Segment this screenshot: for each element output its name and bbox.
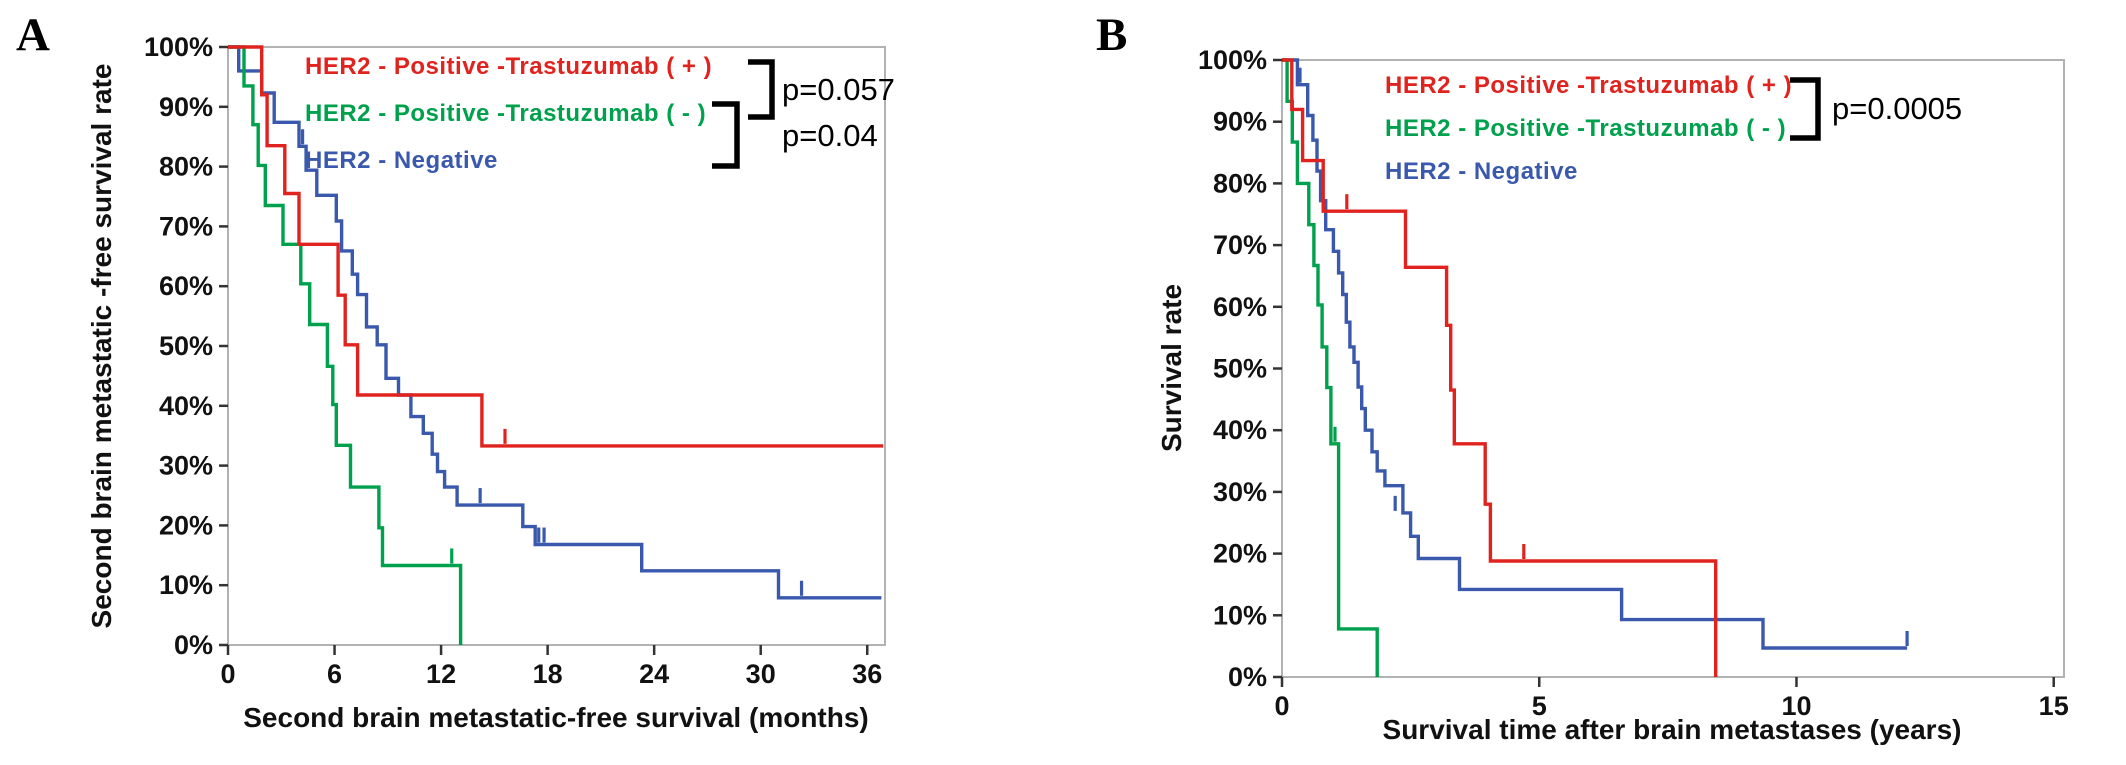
y-tick-label-b: 90% [1213, 107, 1267, 137]
plot-frame-b [1281, 59, 2065, 678]
y-tick-label-b: 50% [1213, 354, 1267, 384]
y-tick-label-a: 20% [159, 510, 213, 540]
y-tick-label-a: 0% [174, 630, 213, 660]
x-tick-label-a: 30 [746, 659, 776, 689]
panel-a-y-axis-title: Second brain metastatic -free survival r… [86, 63, 117, 629]
panel-b-pvalue-0: p=0.0005 [1832, 91, 1963, 126]
x-tick-label-a: 0 [220, 659, 235, 689]
km-curve-her2-positive-trastuzumab-minus-a [228, 45, 463, 645]
y-tick-label-b: 40% [1213, 415, 1267, 445]
panel-a-x-axis-title: Second brain metastatic-free survival (m… [243, 702, 869, 733]
panel-a-pvalue-0: p=0.057 [782, 72, 895, 107]
y-tick-label-a: 90% [159, 92, 213, 122]
x-tick-label-a: 18 [533, 659, 563, 689]
x-tick-label-b: 10 [1781, 691, 1811, 721]
y-tick-label-b: 30% [1213, 477, 1267, 507]
x-tick-label-a: 24 [639, 659, 669, 689]
x-tick-label-b: 15 [2039, 691, 2069, 721]
y-tick-label-a: 30% [159, 451, 213, 481]
y-tick-label-b: 10% [1213, 600, 1267, 630]
km-curve-her2-positive-trastuzumab-plus-a [228, 45, 884, 448]
y-tick-label-b: 0% [1228, 662, 1267, 692]
y-tick-label-a: 10% [159, 570, 213, 600]
x-tick-label-a: 12 [426, 659, 456, 689]
y-tick-label-b: 80% [1213, 168, 1267, 198]
y-tick-label-a: 40% [159, 391, 213, 421]
y-tick-label-a: 80% [159, 152, 213, 182]
km-curve-her2-negative-b [1282, 58, 1908, 650]
x-tick-label-b: 5 [1532, 691, 1547, 721]
panel-a-pvalue-1: p=0.04 [782, 118, 878, 153]
y-tick-label-a: 100% [144, 32, 213, 62]
y-tick-label-a: 50% [159, 331, 213, 361]
km-curve-her2-positive-trastuzumab-minus-b [1282, 58, 1379, 677]
panel-a-letter: A [16, 9, 50, 61]
y-tick-label-b: 70% [1213, 230, 1267, 260]
pvalue-bracket-a-1 [712, 101, 740, 169]
pvalue-bracket-a-0 [748, 59, 775, 120]
panel-b-letter: B [1096, 9, 1128, 61]
y-tick-label-a: 70% [159, 211, 213, 241]
panel-b-y-axis-title: Survival rate [1156, 283, 1187, 453]
x-tick-label-b: 0 [1274, 691, 1289, 721]
y-tick-label-b: 60% [1213, 292, 1267, 322]
y-tick-label-b: 100% [1198, 45, 1267, 75]
panel-b-x-axis-title: Survival time after brain metastases (ye… [1382, 714, 1962, 745]
panel-a-legend-1: HER2 - Positive -Trastuzumab ( - ) [305, 100, 707, 127]
km-curve-her2-negative-a [228, 45, 882, 600]
panel-b-legend-1: HER2 - Positive -Trastuzumab ( - ) [1385, 115, 1787, 142]
pvalue-bracket-b-0 [1790, 77, 1821, 141]
x-tick-label-a: 6 [327, 659, 342, 689]
panel-b-legend-0: HER2 - Positive -Trastuzumab ( + ) [1385, 72, 1793, 99]
x-tick-label-a: 36 [852, 659, 882, 689]
panel-a-legend-0: HER2 - Positive -Trastuzumab ( + ) [305, 53, 713, 80]
y-tick-label-b: 20% [1213, 539, 1267, 569]
panel-b-legend-2: HER2 - Negative [1385, 158, 1578, 185]
y-tick-label-a: 60% [159, 271, 213, 301]
km-curve-her2-positive-trastuzumab-plus-b [1282, 58, 1718, 677]
panel-a-legend-2: HER2 - Negative [305, 147, 498, 174]
